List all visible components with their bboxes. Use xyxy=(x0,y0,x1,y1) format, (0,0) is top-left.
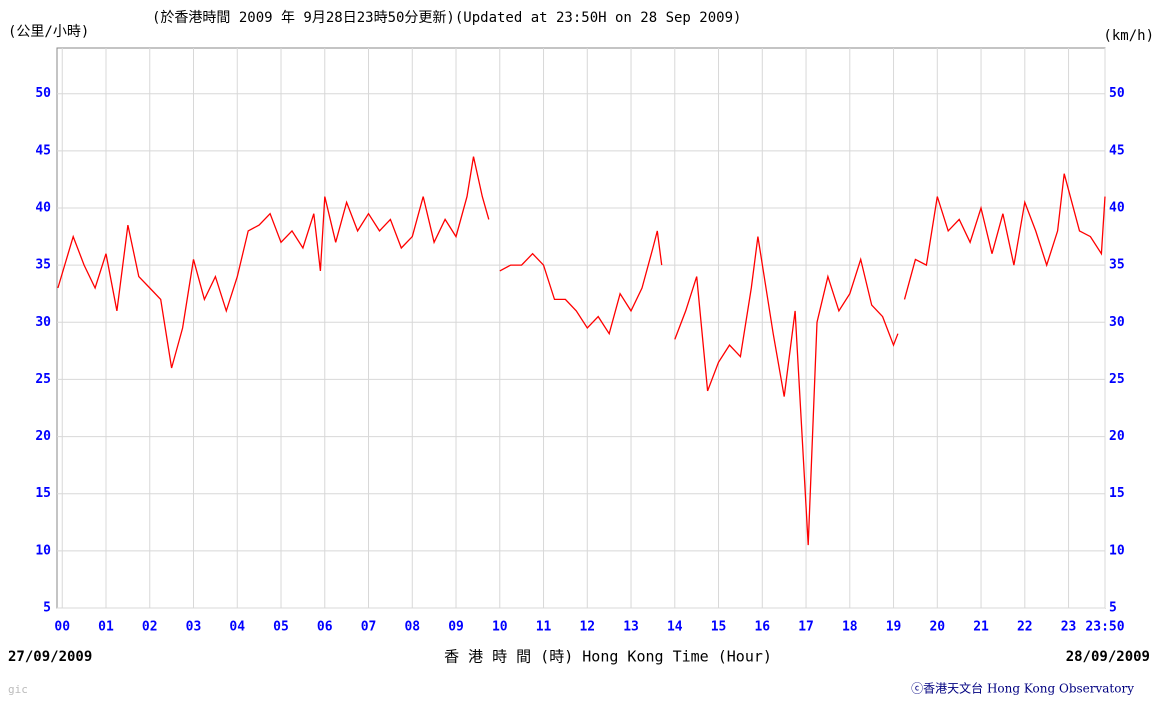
x-tick-label: 13 xyxy=(623,620,639,635)
x-tick-label: 12 xyxy=(579,620,595,635)
x-tick-label: 06 xyxy=(317,620,333,635)
x-tick-label: 05 xyxy=(273,620,289,635)
y-tick-label: 10 xyxy=(35,543,51,558)
y-tick-label-right: 25 xyxy=(1109,372,1125,387)
x-axis-label: 香 港 時 間 (時) Hong Kong Time (Hour) xyxy=(444,648,772,666)
end-date: 28/09/2009 xyxy=(1066,649,1150,665)
x-tick-label: 02 xyxy=(142,620,158,635)
y-tick-label: 40 xyxy=(35,201,51,216)
x-tick-label: 20 xyxy=(929,620,945,635)
y-tick-label-right: 35 xyxy=(1109,258,1125,273)
credit: ⓒ香港天文台 Hong Kong Observatory xyxy=(911,681,1134,696)
y-tick-label: 15 xyxy=(35,486,51,501)
y-axis-label-left: (公里/小時) xyxy=(8,24,89,40)
x-tick-label: 08 xyxy=(404,620,420,635)
y-tick-label: 30 xyxy=(35,315,51,330)
y-tick-label: 25 xyxy=(35,372,51,387)
x-tick-label: 17 xyxy=(798,620,814,635)
y-tick-label-right: 30 xyxy=(1109,315,1125,330)
x-tick-label: 18 xyxy=(842,620,858,635)
x-tick-label: 11 xyxy=(536,620,552,635)
x-tick-label: 16 xyxy=(754,620,770,635)
y-tick-label-right: 10 xyxy=(1109,543,1125,558)
x-tick-label: 21 xyxy=(973,620,989,635)
x-tick-label: 15 xyxy=(711,620,727,635)
y-tick-label-right: 45 xyxy=(1109,143,1125,158)
y-tick-label-right: 15 xyxy=(1109,486,1125,501)
x-tick-label: 19 xyxy=(886,620,902,635)
y-axis-label-right: (km/h) xyxy=(1103,28,1154,44)
x-tick-label: 10 xyxy=(492,620,508,635)
y-tick-label-right: 5 xyxy=(1109,601,1117,616)
y-tick-label-right: 20 xyxy=(1109,429,1125,444)
x-tick-label: 00 xyxy=(54,620,70,635)
x-tick-label: 09 xyxy=(448,620,464,635)
x-tick-label: 07 xyxy=(361,620,377,635)
x-tick-label: 01 xyxy=(98,620,114,635)
x-tick-label: 03 xyxy=(186,620,202,635)
x-tick-label: 04 xyxy=(229,620,245,635)
chart-title: (於香港時間 2009 年 9月28日23時50分更新)(Updated at … xyxy=(152,10,741,26)
x-tick-label: 23:50 xyxy=(1085,620,1124,635)
x-tick-label: 23 xyxy=(1061,620,1077,635)
corner-note: gic xyxy=(8,683,28,696)
y-tick-label: 20 xyxy=(35,429,51,444)
data-line xyxy=(57,156,1106,546)
y-tick-label: 50 xyxy=(35,86,51,101)
y-tick-label: 5 xyxy=(43,601,51,616)
start-date: 27/09/2009 xyxy=(8,649,92,665)
y-tick-label: 35 xyxy=(35,258,51,273)
x-tick-label: 14 xyxy=(667,620,683,635)
plot-frame xyxy=(56,47,1106,609)
y-tick-label-right: 50 xyxy=(1109,86,1125,101)
x-tick-label: 22 xyxy=(1017,620,1033,635)
y-tick-label-right: 40 xyxy=(1109,201,1125,216)
y-tick-label: 45 xyxy=(35,143,51,158)
